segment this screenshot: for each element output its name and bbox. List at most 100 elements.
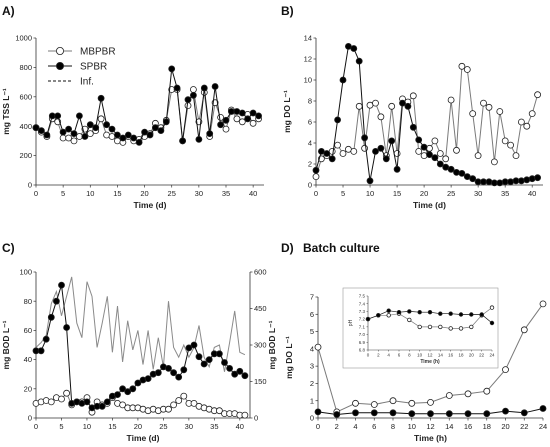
panel-a-spbr-point-30: [195, 135, 203, 143]
panel-b-mbpbr-point-29: [469, 110, 477, 117]
panel-c-spbr-point-31: [190, 341, 198, 349]
panel-b-mbpbr-point-11: [372, 99, 379, 107]
panel-a-spbr-point-24: [162, 118, 170, 126]
panel-a-x-tick-label: 20: [140, 189, 148, 198]
panel-b-mbpbr-point-26: [453, 146, 460, 154]
panel-a-spbr-point-4: [54, 112, 62, 120]
panel-b-spbr-point-8: [355, 57, 363, 65]
panel-b-spbr-point-16: [399, 99, 406, 107]
inset-y-tick-label: 7.0: [359, 332, 366, 337]
panel-c-mbpbr-point-5: [58, 395, 65, 403]
panel-a-x-tick-label: 5: [61, 189, 65, 198]
panel-c-y2-tick-label: 300: [254, 341, 267, 350]
panel-c-mbpbr-point-29: [180, 392, 188, 400]
panel-b-spbr-point-38: [518, 177, 525, 185]
panel-c-y-tick-label: 40: [24, 355, 32, 364]
panel-d-y-tick-label: 1: [310, 396, 314, 405]
panel-b-mbpbr-point-23: [436, 150, 444, 157]
panel-d-x-tick-label: 0: [316, 422, 320, 431]
inset-mbpbr-point-4: [407, 317, 412, 323]
panel-b-spbr-point-40: [528, 175, 536, 183]
inset-mbpbr-point-5: [417, 324, 422, 330]
panel-c-spbr-point-40: [236, 367, 244, 375]
panel-a-mbpbr-point-37: [233, 115, 241, 123]
panel-d-label: D): [281, 241, 294, 255]
panel-a-spbr-point-23: [157, 127, 165, 135]
panel-c-y-tick-label: 60: [24, 326, 32, 335]
panel-b-spbr-point-7: [350, 45, 358, 52]
panel-c-spbr-point-16: [114, 391, 121, 399]
inset-y-tick-label: 7.3: [359, 309, 366, 314]
panel-a-spbr-point-19: [135, 138, 143, 146]
panel-d-mbpbr-point-11: [520, 326, 528, 334]
panel-a-mbpbr-point-10: [86, 130, 94, 138]
panel-a-mbpbr-point-7: [70, 137, 78, 145]
panel-c-x-tick-label: 10: [83, 422, 91, 431]
panel-a-y-tick-label: 0: [28, 181, 32, 190]
inset-mbpbr-point-8: [448, 326, 453, 331]
panel-a-y-tick-label: 400: [19, 122, 32, 131]
inset-y-tick-label: 6.9: [359, 340, 366, 345]
panel-a-y-tick-label: 600: [19, 92, 32, 101]
panel-a-spbr-point-31: [200, 84, 208, 92]
panel-b-mbpbr-point-4: [334, 141, 342, 149]
panel-d-mbpbr-point-7: [445, 392, 453, 399]
panel-c-y-tick-label: 20: [24, 384, 32, 393]
inset-x-tick-label: 10: [417, 353, 423, 358]
inset-y-tick-label: 6.8: [359, 348, 366, 353]
panel-b-spbr-point-23: [436, 160, 444, 168]
panel-d-x-tick-label: 4: [353, 422, 357, 431]
panel-a-spbr-point-7: [70, 130, 78, 138]
inset-spbr-point-0: [365, 316, 371, 322]
panel-c-y2-tick-label: 0: [254, 414, 258, 423]
panel-d-y-tick-label: 4: [310, 344, 314, 353]
panel-b-spbr-point-39: [523, 176, 531, 184]
legend-marker-mbpbr: [56, 47, 65, 56]
panel-b-label: B): [281, 4, 294, 18]
panel-d-spbr-point-2: [352, 409, 359, 417]
panel-b-mbpbr-point-30: [474, 152, 482, 160]
inset-y-tick-label: 7.1: [359, 324, 366, 329]
panel-b-x-tick-label: 35: [501, 189, 509, 198]
panel-b-mbpbr-point-33: [490, 158, 498, 166]
panel-a-spbr-point-40: [249, 109, 257, 117]
panel-b-spbr-point-27: [458, 169, 466, 177]
inset-spbr-point-9: [458, 312, 464, 317]
panel-b-y-tick-label: 0: [308, 181, 312, 190]
panel-b-x-tick-label: 40: [528, 189, 536, 198]
panel-b-spbr-point-14: [388, 137, 396, 145]
panel-b-y-axis-label: mg DO L⁻¹: [282, 90, 292, 133]
panel-c-spbr-point-14: [103, 398, 111, 406]
panel-d-mbpbr-point-5: [408, 399, 416, 407]
panel-a-spbr-point-25: [168, 65, 176, 73]
panel-b-spbr-point-15: [393, 165, 401, 173]
panel-c-spbr-point-13: [98, 402, 106, 410]
panel-b-series-spbr-line: [315, 45, 538, 184]
panel-b-y-tick-label: 14: [304, 34, 312, 43]
panel-a-spbr-point-13: [103, 121, 110, 129]
legend-label-spbr: SPBR: [80, 62, 107, 73]
panel-a-spbr-point-18: [130, 134, 138, 142]
panel-d-title: Batch culture: [303, 241, 380, 255]
panel-c-x-axis-label: Time (d): [127, 433, 160, 443]
panel-d-spbr-point-12: [539, 405, 547, 412]
panel-d-spbr-point-0: [314, 408, 322, 416]
panel-c-y2-tick-label: 150: [254, 377, 267, 386]
panel-a-spbr-point-22: [151, 124, 159, 132]
panel-a-x-tick-label: 15: [113, 189, 121, 198]
panel-b-series-mbpbr-line: [315, 65, 539, 177]
panel-b-spbr-point-12: [377, 144, 385, 152]
panel-d-spbr-point-9: [483, 410, 491, 418]
panel-d-spbr-point-6: [427, 410, 434, 418]
inset-y-axis-label: pH: [348, 319, 354, 326]
panel-d-mbpbr-point-6: [427, 398, 434, 406]
panel-a-spbr-point-8: [76, 112, 83, 120]
panel-b-x-tick-label: 30: [474, 189, 482, 198]
panel-a-mbpbr-point-40: [249, 119, 257, 127]
legend-label-mbpbr: MBPBR: [80, 47, 116, 58]
panel-b-mbpbr-point-8: [355, 102, 363, 110]
panel-c-x-tick-label: 20: [134, 422, 142, 431]
panel-c-spbr-point-41: [241, 372, 249, 380]
panel-b-y-tick-label: 2: [308, 160, 312, 169]
panel-d-mbpbr-point-2: [352, 399, 359, 407]
